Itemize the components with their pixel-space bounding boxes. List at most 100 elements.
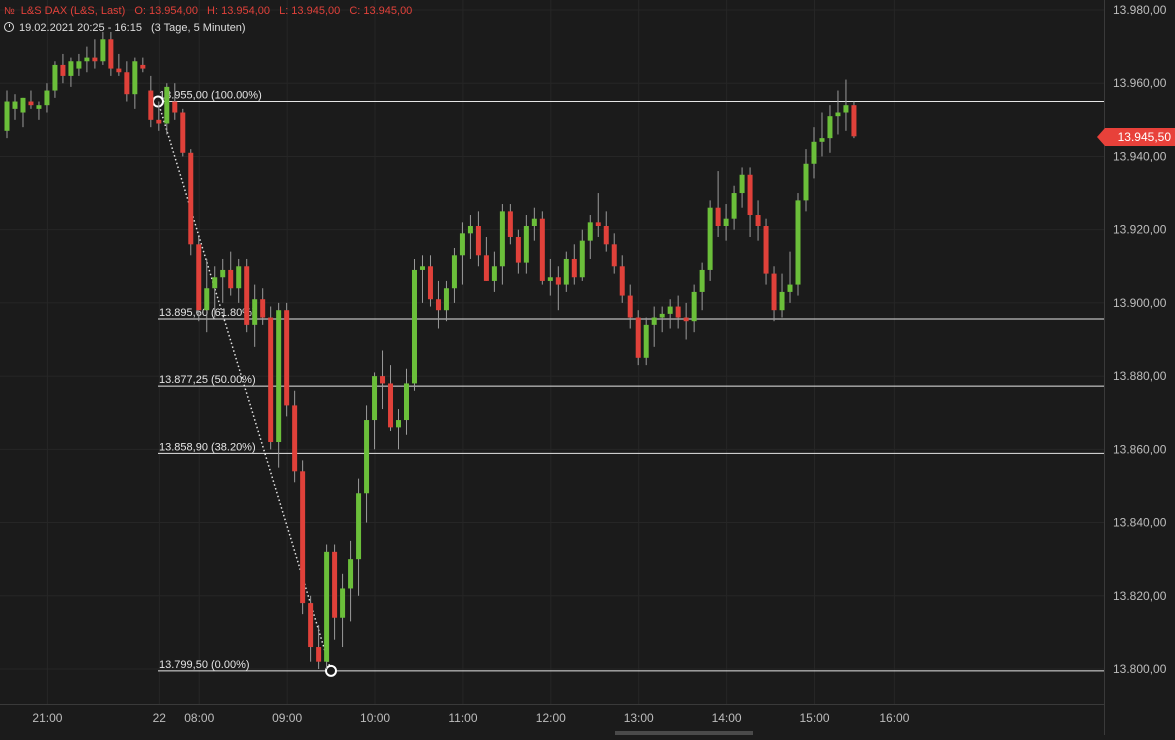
candle[interactable] [348, 540, 354, 622]
candle[interactable] [44, 83, 50, 113]
candle[interactable] [411, 258, 417, 391]
candle[interactable] [252, 284, 258, 347]
candle[interactable] [316, 625, 322, 669]
candle[interactable] [611, 233, 617, 274]
candle[interactable] [539, 211, 545, 285]
candle[interactable] [404, 368, 409, 435]
candle[interactable] [787, 251, 793, 303]
candle[interactable] [771, 266, 777, 322]
candle[interactable] [571, 244, 577, 285]
candle[interactable] [851, 101, 857, 139]
candle[interactable] [356, 478, 362, 596]
candle[interactable] [435, 280, 441, 329]
candle[interactable] [419, 255, 425, 303]
horizontal-scrollbar[interactable] [615, 731, 753, 735]
candle[interactable] [268, 306, 274, 450]
candle[interactable] [443, 280, 449, 322]
candle[interactable] [491, 251, 497, 292]
candle[interactable] [659, 306, 665, 333]
candle[interactable] [220, 258, 226, 303]
candle[interactable] [164, 83, 170, 135]
candle[interactable] [28, 90, 34, 109]
candle[interactable] [276, 302, 282, 468]
candle[interactable] [124, 61, 130, 102]
candle[interactable] [100, 31, 106, 65]
candle[interactable] [4, 90, 10, 139]
candle[interactable] [603, 211, 609, 252]
candle[interactable] [451, 247, 457, 303]
candle[interactable] [396, 409, 402, 450]
candle[interactable] [180, 108, 186, 157]
candle[interactable] [811, 127, 817, 179]
candle[interactable] [755, 200, 761, 241]
candle[interactable] [675, 295, 681, 329]
candle[interactable] [843, 79, 849, 131]
candle[interactable] [587, 215, 593, 259]
candle[interactable] [204, 258, 210, 333]
candle[interactable] [635, 310, 641, 366]
candle[interactable] [284, 302, 290, 417]
candle[interactable] [388, 365, 394, 432]
candle[interactable] [188, 149, 194, 256]
candle[interactable] [475, 211, 481, 267]
candle[interactable] [763, 218, 769, 285]
candle[interactable] [228, 251, 234, 296]
candle[interactable] [555, 266, 561, 311]
candle[interactable] [172, 83, 178, 120]
candle[interactable] [819, 112, 825, 157]
candle[interactable] [499, 204, 505, 285]
candle[interactable] [691, 284, 697, 333]
candle[interactable] [108, 31, 114, 76]
candle[interactable] [92, 39, 98, 69]
candle[interactable] [683, 302, 689, 340]
candle[interactable] [340, 573, 346, 648]
candle[interactable] [563, 251, 569, 292]
candle[interactable] [699, 262, 705, 311]
candle[interactable] [427, 255, 433, 307]
candle[interactable] [795, 193, 801, 296]
candle[interactable] [20, 97, 26, 128]
candle[interactable] [60, 53, 66, 84]
candle[interactable] [308, 595, 314, 662]
candle[interactable] [627, 284, 633, 329]
candle[interactable] [651, 306, 657, 347]
candle[interactable] [731, 185, 737, 230]
candle[interactable] [507, 204, 513, 245]
candle[interactable] [36, 101, 42, 120]
candle[interactable] [835, 90, 841, 135]
candle[interactable] [459, 222, 465, 285]
candle[interactable] [196, 236, 202, 322]
candle[interactable] [643, 317, 649, 366]
candle[interactable] [531, 207, 537, 241]
candle[interactable] [68, 57, 74, 87]
fib-anchor-low-handle[interactable] [325, 664, 337, 677]
candle[interactable] [116, 53, 122, 76]
candle[interactable] [483, 236, 489, 281]
candle[interactable] [300, 460, 306, 615]
candle[interactable] [324, 544, 330, 669]
candle[interactable] [364, 405, 370, 523]
candle[interactable] [84, 46, 90, 73]
candle[interactable] [156, 101, 162, 131]
candle[interactable] [52, 61, 58, 98]
candle[interactable] [148, 75, 154, 128]
candle[interactable] [723, 204, 729, 241]
candle[interactable] [12, 94, 18, 120]
candle[interactable] [803, 149, 809, 212]
candle[interactable] [827, 105, 833, 153]
candle[interactable] [244, 258, 250, 333]
candle[interactable] [667, 299, 673, 329]
candle[interactable] [212, 266, 218, 318]
candle[interactable] [260, 288, 266, 325]
candle[interactable] [292, 390, 298, 483]
candle[interactable] [523, 215, 529, 274]
candle[interactable] [380, 350, 386, 410]
candle[interactable] [715, 171, 721, 237]
candle[interactable] [619, 255, 625, 303]
candle[interactable] [547, 258, 553, 296]
candle[interactable] [595, 193, 601, 237]
candle[interactable] [372, 372, 378, 450]
candle[interactable] [747, 167, 753, 237]
